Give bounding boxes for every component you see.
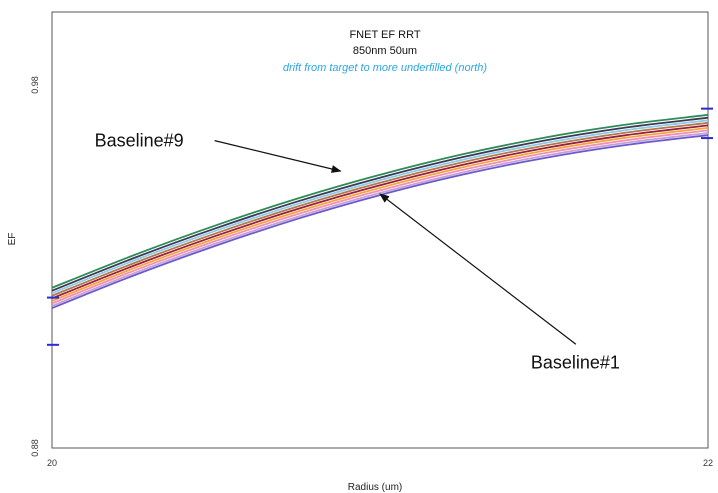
- series-line-7: [52, 129, 708, 305]
- y-axis-title: EF: [7, 233, 18, 246]
- chart-title-line-1: FNET EF RRT: [349, 29, 420, 41]
- y-tick-label-min: 0.88: [30, 439, 40, 457]
- y-tick-label-max: 0.98: [30, 76, 40, 94]
- series-line-4: [52, 121, 708, 297]
- annotations-group: Baseline#9 Baseline#1: [95, 131, 620, 373]
- chart-subtitle: drift from target to more underfilled (n…: [283, 62, 488, 74]
- series-line-2: [52, 116, 708, 292]
- annotation-label-1: Baseline#9: [95, 131, 184, 151]
- series-line-5: [52, 124, 708, 300]
- x-tick-label-max: 22: [703, 458, 713, 468]
- series-line-1: [52, 113, 708, 289]
- chart-title-line-2: 850nm 50um: [353, 45, 417, 57]
- annotation-label-2: Baseline#1: [531, 352, 620, 372]
- x-axis-title: Radius (um): [348, 482, 402, 493]
- annotation-arrow-2: [379, 193, 577, 345]
- annotation-arrow-1: [214, 140, 342, 173]
- target-marks-group: [47, 107, 713, 346]
- series-line-3: [52, 119, 708, 295]
- x-tick-label-min: 20: [47, 458, 57, 468]
- series-line-8: [52, 132, 708, 307]
- plot-area: [51, 11, 709, 449]
- series-line-6: [52, 127, 708, 302]
